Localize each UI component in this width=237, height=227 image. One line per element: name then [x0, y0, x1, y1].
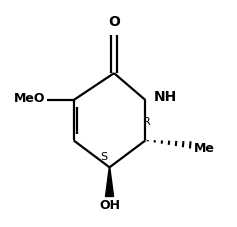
Polygon shape [105, 167, 114, 196]
Text: O: O [108, 15, 120, 30]
Text: MeO: MeO [14, 92, 46, 105]
Text: R: R [143, 117, 150, 128]
Text: NH: NH [153, 90, 177, 104]
Text: Me: Me [194, 142, 214, 155]
Text: S: S [100, 152, 108, 162]
Text: OH: OH [99, 199, 120, 212]
